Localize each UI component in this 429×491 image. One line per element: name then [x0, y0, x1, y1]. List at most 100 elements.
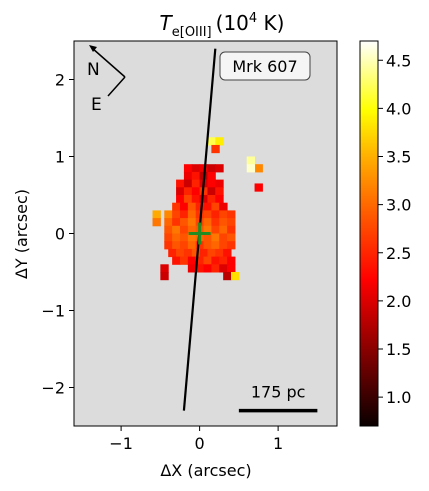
x-axis-label: ΔX (arcsec)	[160, 461, 251, 480]
map-pixel	[219, 225, 228, 234]
y-tick-label: −2	[41, 379, 65, 398]
map-pixel	[191, 171, 201, 181]
colorbar-tick-label: 1.5	[386, 340, 411, 359]
map-pixel	[254, 164, 263, 173]
map-pixel	[160, 272, 169, 281]
scale-bar-label: 175 pc	[251, 383, 306, 402]
map-pixel	[246, 156, 256, 165]
map-pixel	[164, 233, 173, 242]
map-pixel	[215, 187, 224, 196]
map-pixel	[187, 210, 197, 219]
title-unit: (10	[216, 11, 249, 35]
map-pixel	[187, 264, 197, 273]
map-pixel	[207, 195, 216, 204]
map-pixel	[187, 202, 197, 211]
map-pixel	[211, 264, 220, 273]
center-marker	[188, 222, 211, 245]
map-pixel	[179, 210, 189, 219]
map-pixel	[164, 225, 173, 234]
colorbar	[359, 40, 379, 427]
x-axis: −1 0 1	[109, 426, 283, 453]
map-pixel	[195, 256, 205, 265]
map-pixel	[172, 233, 181, 242]
map-pixel	[203, 256, 212, 265]
map-pixel	[211, 202, 220, 211]
map-pixel	[152, 210, 161, 219]
map-pixel	[211, 233, 220, 242]
map-pixel	[160, 264, 169, 273]
galaxy-name: Mrk 607	[232, 57, 297, 76]
map-pixel	[191, 179, 201, 188]
map-pixel	[219, 233, 228, 242]
map-pixel	[187, 241, 197, 250]
map-pixel	[211, 225, 220, 234]
map-pixel	[183, 164, 193, 173]
map-pixel	[199, 248, 208, 258]
map-pixel	[215, 195, 224, 204]
map-pixel	[172, 202, 181, 211]
map-pixel	[164, 210, 173, 219]
map-pixel	[219, 264, 228, 273]
map-pixel	[164, 241, 173, 250]
compass-arrow-icon	[89, 45, 97, 52]
map-pixel	[191, 248, 201, 258]
galaxy-label: Mrk 607	[219, 51, 311, 81]
map-pixel	[183, 179, 193, 188]
map-pixel	[195, 241, 205, 250]
map-pixel	[207, 179, 216, 188]
map-pixel	[203, 233, 212, 242]
map-pixel	[176, 179, 185, 188]
map-pixel	[211, 218, 220, 227]
map-pixel	[152, 218, 161, 227]
compass: N E	[87, 45, 126, 115]
map-pixel	[254, 183, 263, 192]
map-pixel	[203, 210, 212, 219]
map-pixel	[187, 256, 197, 265]
map-pixel	[203, 241, 212, 250]
compass-east-line	[107, 76, 126, 97]
map-pixel	[223, 248, 232, 258]
map-pixel	[203, 264, 212, 273]
map-pixel	[227, 210, 236, 219]
map-overlay	[182, 48, 217, 411]
map-pixel	[172, 210, 181, 219]
map-pixel	[246, 164, 256, 173]
compass-east-label: E	[91, 95, 102, 115]
map-pixel	[219, 218, 228, 227]
map-pixel	[203, 225, 212, 234]
map-pixel	[172, 256, 181, 265]
x-tick-label: 1	[273, 434, 283, 453]
map-pixel	[172, 241, 181, 250]
map-pixel	[207, 171, 216, 181]
map-pixel	[179, 225, 189, 234]
map-pixel	[179, 241, 189, 250]
map-pixel	[203, 202, 212, 211]
map-pixel	[207, 137, 216, 146]
map-pixel	[223, 272, 232, 281]
compass-north-line	[91, 47, 126, 78]
title-exponent: 4	[249, 11, 257, 26]
scale-bar: 175 pc	[238, 383, 318, 413]
map-pixel	[211, 210, 220, 219]
map-pixel	[183, 171, 193, 181]
compass-north-label: N	[87, 60, 100, 80]
y-tick-label: 1	[55, 148, 65, 167]
map-pixel	[215, 248, 224, 258]
map-pixel	[191, 195, 201, 204]
map-pixel	[227, 241, 236, 250]
map-pixel	[172, 218, 181, 227]
map-pixel	[227, 218, 236, 227]
y-tick-label: −1	[41, 302, 65, 321]
colorbar-tick-label: 2.0	[386, 292, 411, 311]
map-pixel	[211, 256, 220, 265]
colorbar-tick-label: 4.0	[386, 99, 411, 118]
map-pixel	[207, 164, 216, 173]
map-pixel	[215, 137, 224, 146]
map-pixel	[219, 202, 228, 211]
y-axis: −2 −1 0 1 2	[41, 71, 74, 398]
map-pixel	[187, 218, 197, 227]
map-pixel	[183, 187, 193, 196]
map-pixel	[176, 187, 185, 196]
y-axis-label: ΔY (arcsec)	[12, 189, 31, 279]
